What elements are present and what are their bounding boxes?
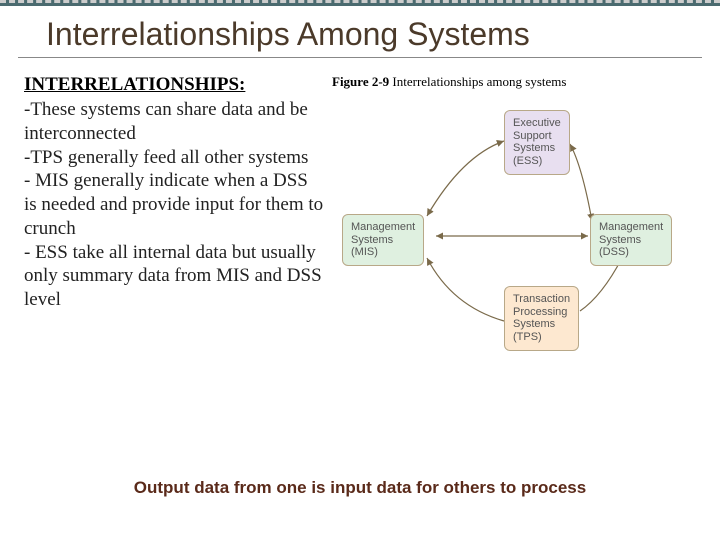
footer-text: Output data from one is input data for o… [0,478,720,498]
content-row: INTERRELATIONSHIPS: -These systems can s… [0,74,720,356]
node-mis: ManagementSystems(MIS) [342,214,424,266]
figure-caption-text: Interrelationships among systems [392,74,566,89]
section-heading: INTERRELATIONSHIPS: [24,74,324,96]
text-column: INTERRELATIONSHIPS: -These systems can s… [24,74,324,356]
figure-number: Figure 2-9 [332,74,389,89]
figure-column: Figure 2-9 Interrelationships among syst… [332,74,696,356]
diagram: ExecutiveSupportSystems(ESS) ManagementS… [332,96,672,356]
node-tps: TransactionProcessingSystems(TPS) [504,286,579,351]
node-dss: ManagementSystems(DSS) [590,214,672,266]
page-title: Interrelationships Among Systems [18,6,702,58]
figure-caption: Figure 2-9 Interrelationships among syst… [332,74,696,90]
node-ess: ExecutiveSupportSystems(ESS) [504,110,570,175]
section-body: -These systems can share data and be int… [24,98,324,312]
